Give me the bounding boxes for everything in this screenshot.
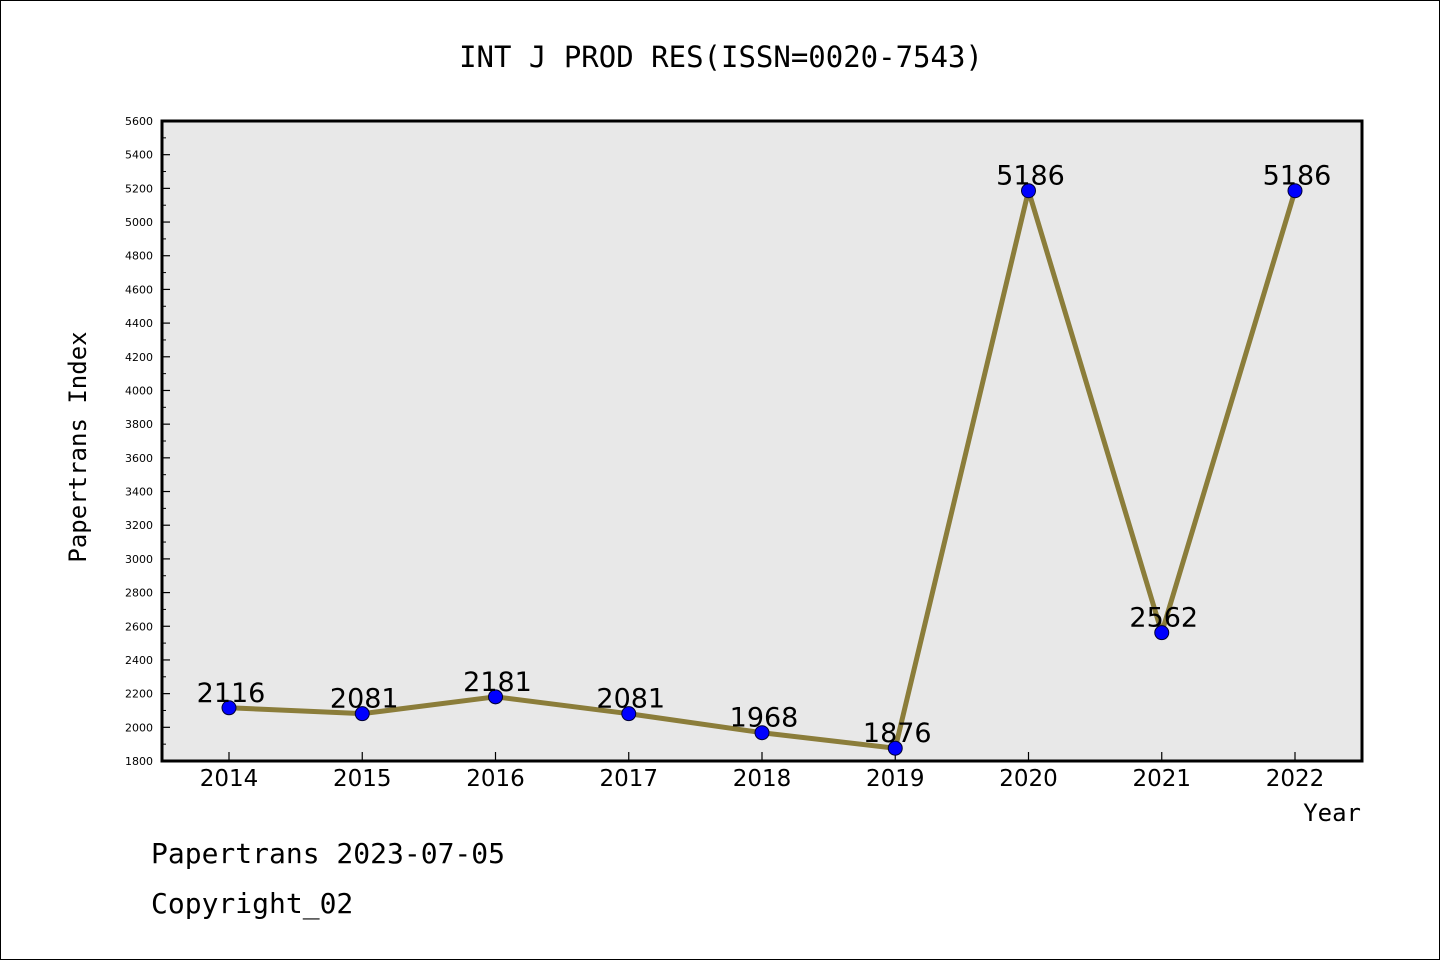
data-label: 2081 [596,684,665,715]
y-tick-label: 3000 [125,553,153,566]
data-label: 2081 [330,684,399,715]
y-tick-label: 2200 [125,688,153,701]
y-tick-label: 4600 [125,283,153,296]
x-axis-label: Year [1303,799,1361,827]
y-tick-label: 2600 [125,620,153,633]
data-label: 5186 [1263,161,1332,192]
x-tick-label: 2018 [733,766,792,792]
y-tick-label: 3400 [125,486,153,499]
plot-area [160,119,1364,763]
y-tick-label: 4800 [125,250,153,263]
x-axis-ticks: 2014 2015 2016 2017 2018 2019 2020 2021 2022 [200,752,1325,792]
data-label: 5186 [996,161,1065,192]
data-point [754,725,770,741]
x-tick-label: 2014 [200,766,259,792]
y-tick-label: 2400 [125,654,153,667]
x-tick-label: 2022 [1266,766,1325,792]
y-tick-label: 5600 [125,115,153,128]
data-point [1287,183,1303,199]
y-tick-label: 3800 [125,418,153,431]
x-tick-label: 2016 [466,766,525,792]
y-tick-label: 3600 [125,452,153,465]
footer-copyright-text: Copyright_02 [151,887,354,920]
data-point [1021,183,1036,199]
y-tick-label: 2800 [125,587,153,600]
y-tick-label: 4200 [125,351,153,364]
y-tick-label: 5200 [125,182,153,195]
data-label: 1968 [730,703,799,734]
footer-date-text: Papertrans 2023-07-05 [151,837,506,870]
data-labels: 2116 2081 2181 2081 1968 1876 5186 2562 5186 [197,161,1332,749]
data-label: 1876 [863,718,932,749]
data-point [221,700,237,716]
data-label: 2181 [463,667,532,698]
y-tick-label: 5400 [125,149,153,162]
chart-title: INT J PROD RES(ISSN=0020-7543) [459,40,983,74]
y-axis-ticks: 1800 2000 2200 2400 2600 2800 3000 3200 3400 3600… [125,115,170,768]
x-tick-label: 2015 [333,766,392,792]
data-markers [221,183,1303,756]
y-tick-label: 5000 [125,216,153,229]
y-tick-label: 4400 [125,317,153,330]
y-tick-label: 2000 [125,721,153,734]
data-point [621,706,637,722]
data-label: 2116 [197,678,266,709]
data-point [488,689,503,705]
x-tick-label: 2019 [866,766,925,792]
x-tick-label: 2021 [1132,766,1191,792]
y-tick-label: 3200 [125,519,153,532]
y-tick-label: 4000 [125,384,153,397]
x-tick-label: 2017 [599,766,658,792]
y-tick-label: 1800 [125,755,153,768]
data-point [354,706,370,722]
data-point [887,740,903,756]
y-axis-label: Papertrans Index [64,331,92,562]
x-tick-label: 2020 [999,766,1058,792]
data-point [1154,625,1170,641]
data-label: 2562 [1129,603,1198,634]
